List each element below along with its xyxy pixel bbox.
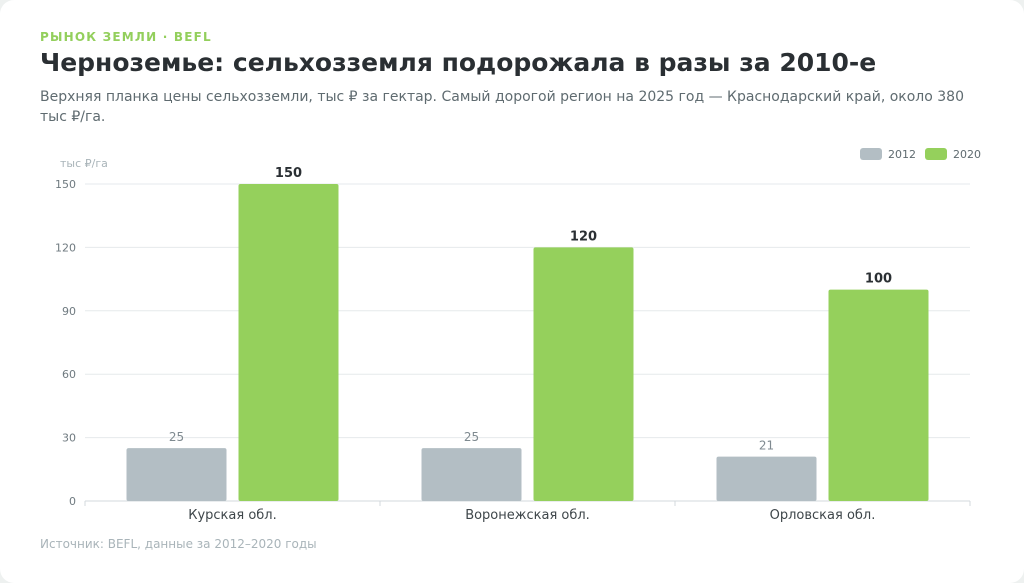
bar-2012 [716, 456, 817, 501]
y-tick-label: 120 [55, 241, 76, 254]
page-subtitle: Верхняя планка цены сельхозземли, тыс ₽ … [40, 89, 964, 125]
y-tick-label: 0 [69, 495, 76, 508]
legend-label: 2012 [888, 148, 916, 161]
x-tick-label: Курская обл. [188, 508, 277, 523]
bar-2020 [533, 247, 634, 501]
bar-2012 [126, 448, 227, 501]
source-note: Источник: BEFL, данные за 2012–2020 годы [40, 537, 317, 551]
bar-2020 [238, 184, 339, 501]
legend-label: 2020 [953, 148, 981, 161]
y-axis-label: тыс ₽/га [60, 157, 108, 170]
page-title: Черноземье: сельхозземля подорожала в ра… [40, 48, 877, 77]
kicker: РЫНОК ЗЕМЛИ · BEFL [40, 30, 212, 44]
legend-swatch [925, 148, 947, 160]
x-tick-label: Орловская обл. [770, 508, 876, 523]
data-label: 25 [464, 430, 479, 444]
y-tick-label: 90 [62, 305, 76, 318]
x-tick-label: Воронежская обл. [465, 508, 590, 523]
data-label: 100 [865, 272, 892, 287]
y-tick-label: 150 [55, 178, 76, 191]
data-label: 150 [275, 166, 302, 181]
bar-2012 [421, 448, 522, 501]
data-label: 21 [759, 439, 774, 453]
data-label: 25 [169, 430, 184, 444]
y-tick-label: 60 [62, 368, 76, 381]
data-label: 120 [570, 229, 597, 244]
y-tick-label: 30 [62, 432, 76, 445]
legend-swatch [860, 148, 882, 160]
bar-2020 [828, 289, 929, 501]
